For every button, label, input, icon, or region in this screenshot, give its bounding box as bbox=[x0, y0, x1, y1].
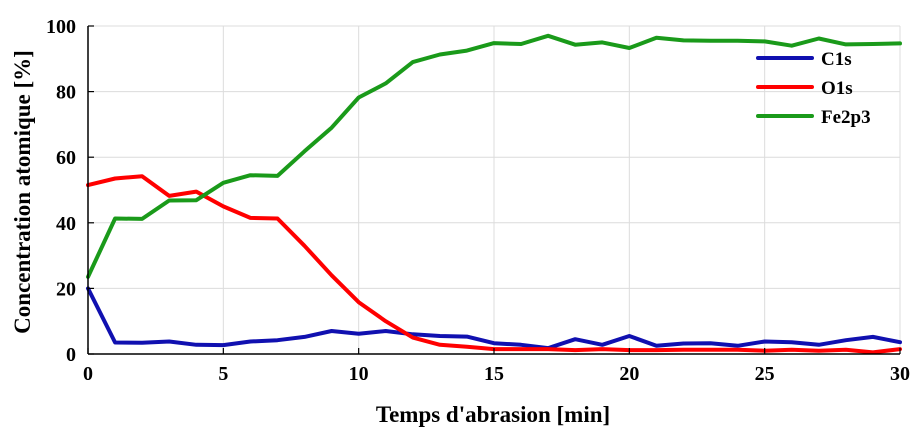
series-line-fe2p3 bbox=[86, 33, 902, 279]
y-axis-title: Concentration atomique [%] bbox=[10, 50, 35, 334]
x-axis-title: Temps d'abrasion [min] bbox=[376, 402, 610, 427]
x-tick-label: 0 bbox=[83, 363, 93, 385]
y-tick-label: 20 bbox=[56, 278, 76, 300]
x-tick-label: 25 bbox=[755, 363, 775, 385]
legend-label-fe2p3: Fe2p3 bbox=[821, 107, 871, 128]
legend: C1s O1s Fe2p3 bbox=[756, 49, 871, 128]
tick-labels: 0 5 10 15 20 25 30 0 20 40 60 80 100 bbox=[46, 16, 910, 385]
x-tick-label: 15 bbox=[484, 363, 504, 385]
x-tick-label: 5 bbox=[218, 363, 228, 385]
y-tick-label: 100 bbox=[46, 16, 76, 38]
grid bbox=[87, 25, 901, 355]
x-tick-label: 20 bbox=[619, 363, 639, 385]
legend-label-c1s: C1s bbox=[821, 49, 852, 70]
y-tick-label: 40 bbox=[56, 213, 76, 235]
y-tick-label: 80 bbox=[56, 82, 76, 104]
y-tick-label: 0 bbox=[66, 344, 76, 366]
x-tick-label: 30 bbox=[890, 363, 910, 385]
series-line-c1s bbox=[86, 286, 902, 351]
axes bbox=[87, 25, 901, 355]
x-tick-label: 10 bbox=[349, 363, 369, 385]
y-tick-label: 60 bbox=[56, 147, 76, 169]
legend-label-o1s: O1s bbox=[821, 78, 853, 99]
